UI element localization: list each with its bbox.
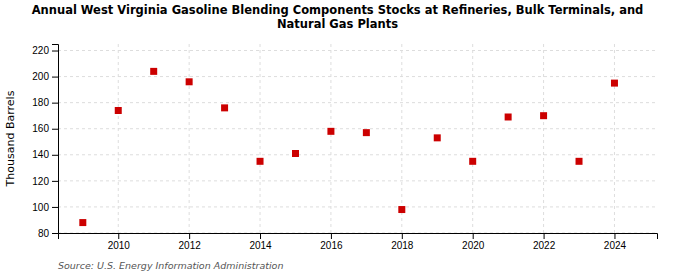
- y-tick-mark: [52, 103, 58, 104]
- x-tick: 2016: [320, 233, 343, 251]
- y-tick: 140: [32, 149, 58, 160]
- chart-svg: Annual West Virginia Gasoline Blending C…: [0, 0, 675, 275]
- y-tick-label: 140: [32, 149, 49, 160]
- x-tick: 2018: [391, 233, 414, 251]
- y-tick-mark: [52, 77, 58, 78]
- y-tick: 120: [32, 176, 58, 187]
- x-tick-label: 2016: [320, 240, 343, 251]
- point: [469, 158, 476, 165]
- title-line: Annual West Virginia Gasoline Blending C…: [32, 3, 644, 17]
- point: [186, 78, 193, 85]
- x-tick-label: 2024: [604, 240, 627, 251]
- x-tick-label: 2012: [179, 240, 202, 251]
- y-axis: 80 100 120 140 160 180 200 220: [32, 45, 58, 239]
- y-tick-label: 200: [32, 71, 49, 82]
- grid-line-x: [543, 44, 544, 233]
- x-tick-mark: [118, 233, 119, 239]
- x-tick-mark: [260, 233, 261, 239]
- y-tick-label: 160: [32, 123, 49, 134]
- y-tick-label: 220: [32, 45, 49, 56]
- points: [79, 68, 618, 226]
- x-tick-mark: [402, 233, 403, 239]
- y-tick-label: 180: [32, 97, 49, 108]
- grid-line-x: [118, 44, 119, 233]
- grid-line-y: [58, 154, 657, 155]
- grid-line-y: [58, 102, 657, 103]
- x-tick-mark: [473, 233, 474, 239]
- x-tick-label: 2014: [249, 240, 272, 251]
- point: [115, 107, 122, 114]
- grid-line-y: [58, 50, 657, 51]
- point: [398, 206, 405, 213]
- y-tick-mark: [52, 155, 58, 156]
- x-tick: 2014: [249, 233, 272, 251]
- x-tick: 2024: [604, 233, 627, 251]
- y-tick-label: 100: [32, 202, 49, 213]
- grid-line-y: [58, 128, 657, 129]
- y-tick-label: 120: [32, 176, 49, 187]
- point: [327, 128, 334, 135]
- grid-line-x: [330, 44, 331, 233]
- y-tick-label: 80: [38, 228, 50, 239]
- x-tick: 2020: [462, 233, 485, 251]
- y-tick-mark: [52, 51, 58, 52]
- point: [576, 158, 583, 165]
- y-tick: 180: [32, 97, 58, 108]
- y-tick-mark: [52, 129, 58, 130]
- x-tick: 2022: [533, 233, 556, 251]
- point: [611, 80, 618, 87]
- grid-line-x: [401, 44, 402, 233]
- point: [363, 129, 370, 136]
- y-tick: 100: [32, 202, 58, 213]
- y-axis-line: [52, 45, 59, 234]
- plot-area: 2010 2012 2014 2016 2018 2020 2022 2024 80 100 120…: [32, 44, 657, 251]
- point: [292, 150, 299, 157]
- x-tick-label: 2020: [462, 240, 485, 251]
- x-tick-mark: [544, 233, 545, 239]
- x-tick-label: 2010: [108, 240, 131, 251]
- point: [221, 104, 228, 111]
- title: Annual West Virginia Gasoline Blending C…: [32, 3, 644, 31]
- y-tick: 160: [32, 123, 58, 134]
- point: [505, 113, 512, 120]
- x-axis: 2010 2012 2014 2016 2018 2020 2022 2024: [59, 233, 658, 251]
- x-tick-mark: [614, 233, 615, 239]
- x-tick: 2010: [108, 233, 131, 251]
- point: [150, 68, 157, 75]
- y-tick-mark: [52, 233, 58, 234]
- source-note: Source: U.S. Energy Information Administ…: [58, 260, 283, 271]
- x-axis-line: [59, 234, 658, 240]
- grid-line-x: [260, 44, 261, 233]
- grid-line-x: [614, 44, 615, 233]
- title-line: Natural Gas Plants: [277, 17, 398, 31]
- y-tick: 80: [38, 228, 58, 239]
- x-tick: 2012: [179, 233, 202, 251]
- x-tick-mark: [331, 233, 332, 239]
- grid-line-y: [58, 180, 657, 181]
- y-tick-mark: [52, 207, 58, 208]
- y-tick-mark: [52, 181, 58, 182]
- grid: [58, 44, 657, 233]
- y-tick: 220: [32, 45, 58, 56]
- point: [79, 219, 86, 226]
- grid-line-x: [472, 44, 473, 233]
- point: [434, 134, 441, 141]
- grid-line-y: [58, 76, 657, 77]
- point: [540, 112, 547, 119]
- y-tick: 200: [32, 71, 58, 82]
- grid-line-x: [189, 44, 190, 233]
- x-tick-mark: [189, 233, 190, 239]
- grid-line-y: [58, 206, 657, 207]
- y-axis-label: Thousand Barrels: [4, 90, 17, 187]
- x-tick-label: 2022: [533, 240, 556, 251]
- point: [257, 158, 264, 165]
- x-tick-label: 2018: [391, 240, 414, 251]
